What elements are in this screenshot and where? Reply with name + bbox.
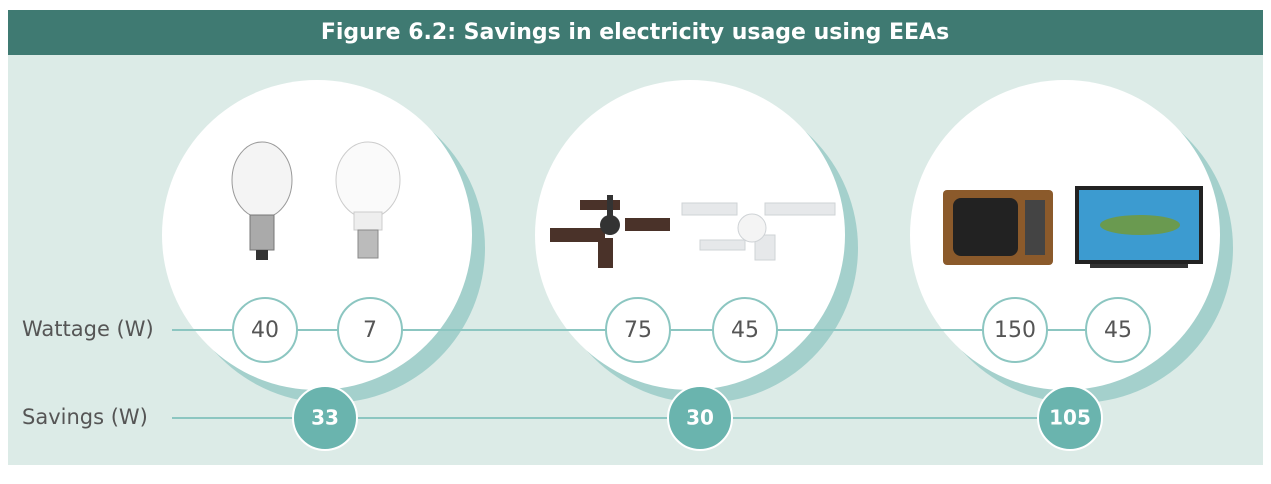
- savings-value: 33: [311, 406, 339, 430]
- wattage-value: 45: [731, 318, 759, 343]
- wattage-value: 150: [994, 318, 1036, 343]
- savings-value: 30: [686, 406, 714, 430]
- wattage-value: 40: [251, 318, 279, 343]
- wattage-value: 7: [363, 318, 377, 343]
- wattage-value: 75: [624, 318, 652, 343]
- tv-old: [943, 190, 1053, 265]
- title: Figure 6.2: Savings in electricity usage…: [321, 20, 949, 45]
- tv-flat: [1075, 186, 1203, 268]
- row-label: Wattage (W): [22, 317, 154, 341]
- row-label: Savings (W): [22, 405, 148, 429]
- wattage-value: 45: [1104, 318, 1132, 343]
- savings-value: 105: [1049, 406, 1091, 430]
- figure: Figure 6.2: Savings in electricity usage…: [0, 0, 1271, 480]
- circles: [162, 80, 1233, 403]
